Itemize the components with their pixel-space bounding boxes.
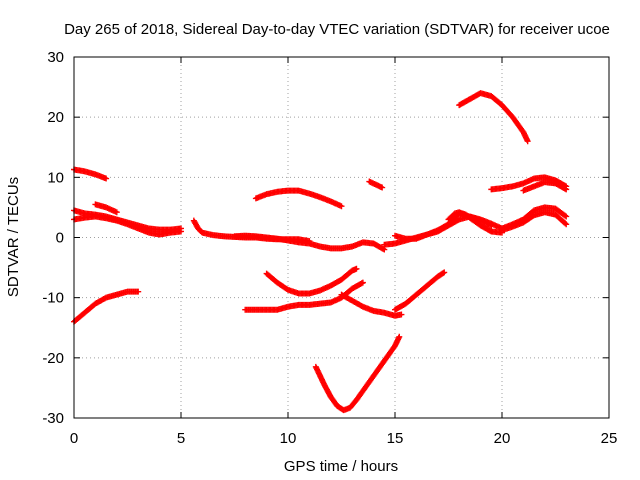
y-tick-label: 0 [56, 230, 64, 247]
x-axis-label: GPS time / hours [284, 458, 398, 475]
x-tick-label: 0 [70, 430, 78, 447]
data-point [379, 184, 386, 191]
chart-title: Day 265 of 2018, Sidereal Day-to-day VTE… [64, 21, 610, 38]
data-point [562, 220, 569, 227]
data-point [563, 186, 570, 193]
series-s10 [263, 265, 360, 297]
series-s4 [71, 213, 184, 238]
x-tick-label: 5 [177, 430, 185, 447]
series-s11 [242, 279, 366, 313]
grid [74, 57, 609, 418]
series-s2 [71, 288, 142, 325]
data-layer [71, 90, 570, 414]
series-s5 [92, 201, 120, 216]
data-point [135, 288, 142, 295]
series-s7 [231, 232, 388, 253]
y-axis-label: SDTVAR / TECUs [5, 177, 22, 297]
data-point [178, 228, 184, 235]
series-s13 [392, 269, 448, 313]
data-point [440, 270, 447, 277]
series-s19 [456, 90, 531, 145]
ticks: 0 5 10 15 20 25 -30 -20 -10 0 10 20 30 [42, 49, 617, 447]
data-point [563, 213, 570, 220]
data-point [563, 221, 570, 228]
series-s14 [312, 333, 403, 414]
y-tick-label: 20 [47, 109, 64, 126]
data-point [396, 333, 403, 340]
x-tick-label: 10 [280, 430, 297, 447]
y-tick-label: 10 [47, 169, 64, 186]
data-point [113, 209, 120, 216]
data-point [441, 269, 448, 276]
series-s1 [71, 166, 110, 182]
x-tick-label: 25 [601, 430, 618, 447]
series-s12 [338, 291, 405, 319]
series-s22 [499, 209, 570, 234]
x-tick-label: 15 [387, 430, 404, 447]
x-tick-label: 20 [494, 430, 511, 447]
data-point [398, 311, 405, 318]
y-tick-label: -30 [42, 410, 64, 427]
data-point [103, 175, 110, 182]
data-point [359, 279, 366, 286]
data-point [562, 212, 569, 219]
y-tick-label: -10 [42, 290, 64, 307]
series-s8 [252, 187, 345, 210]
series-s9 [366, 178, 386, 191]
data-point [353, 265, 360, 272]
y-tick-label: -20 [42, 350, 64, 367]
series-s23 [520, 179, 570, 194]
data-point [338, 203, 345, 210]
series-s18 [466, 213, 495, 229]
data-point [524, 138, 531, 145]
data-point [488, 222, 495, 229]
y-tick-label: 30 [47, 49, 64, 66]
